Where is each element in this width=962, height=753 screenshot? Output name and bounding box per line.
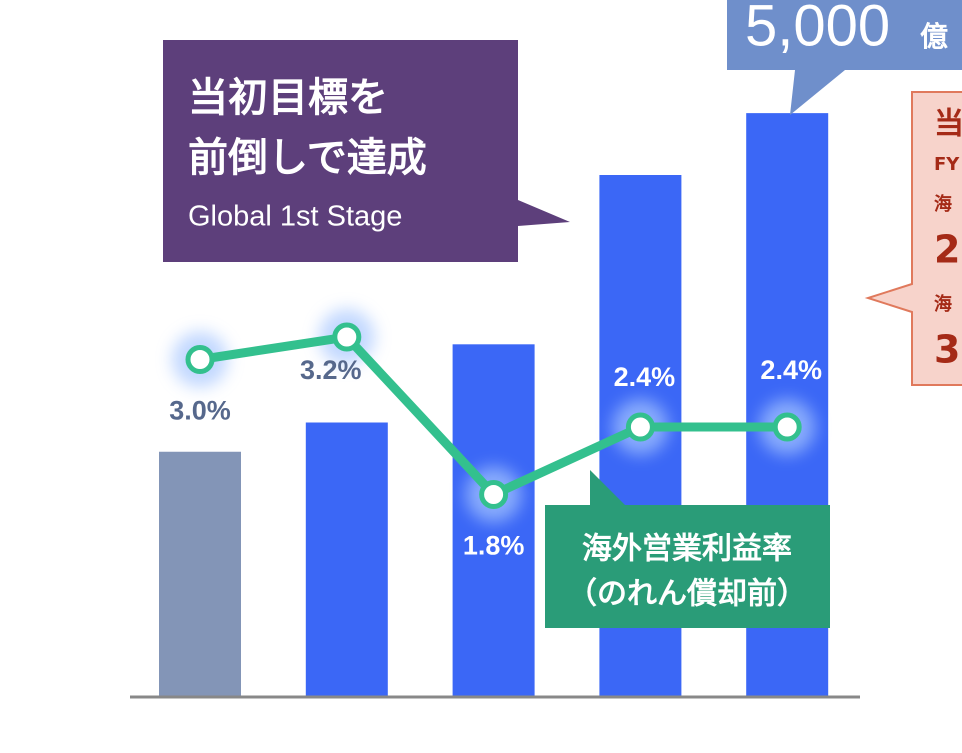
goal-callout <box>163 40 570 262</box>
side-text: 3 <box>934 328 960 372</box>
target-number: 5,000 <box>745 0 890 58</box>
side-text: 海 <box>934 193 952 215</box>
bar <box>159 451 241 697</box>
line-legend-box <box>545 470 830 628</box>
legend-text: 海外営業利益率 <box>582 532 792 567</box>
value-label: 2.4% <box>760 355 822 385</box>
value-label: 1.8% <box>463 531 525 561</box>
value-label: 3.2% <box>300 355 362 385</box>
line-point <box>479 480 509 509</box>
bar <box>305 422 388 697</box>
goal-text: 当初目標を <box>188 75 388 121</box>
value-label: 2.4% <box>614 362 676 392</box>
value-label: 3.0% <box>169 396 231 426</box>
line-point <box>185 345 215 374</box>
side-text: 海 <box>934 293 952 315</box>
side-text: 2 <box>934 228 960 272</box>
side-text: 当 <box>934 107 962 142</box>
line-point <box>772 412 802 442</box>
group: 3.0% 3.2% 1.8% 2.4% 2.4% <box>169 309 822 561</box>
group: 当 FY 海 2 海 3 <box>934 107 962 372</box>
legend-text: （のれん償却前） <box>567 577 807 612</box>
line-point <box>332 322 362 352</box>
side-callout <box>864 91 962 386</box>
side-text: FY <box>934 154 960 175</box>
goal-sub: Global 1st Stage <box>188 201 402 233</box>
goal-text: 前倒しで達成 <box>188 135 427 181</box>
target-unit: 億 <box>920 20 948 53</box>
line-point <box>625 412 655 442</box>
target-callout <box>727 0 962 115</box>
